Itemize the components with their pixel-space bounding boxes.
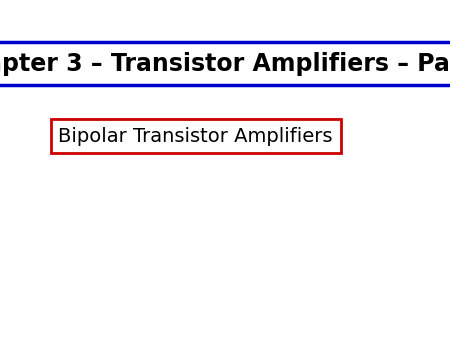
Text: Bipolar Transistor Amplifiers: Bipolar Transistor Amplifiers	[58, 126, 333, 146]
Text: Chapter 3 – Transistor Amplifiers – Part 1: Chapter 3 – Transistor Amplifiers – Part…	[0, 51, 450, 75]
